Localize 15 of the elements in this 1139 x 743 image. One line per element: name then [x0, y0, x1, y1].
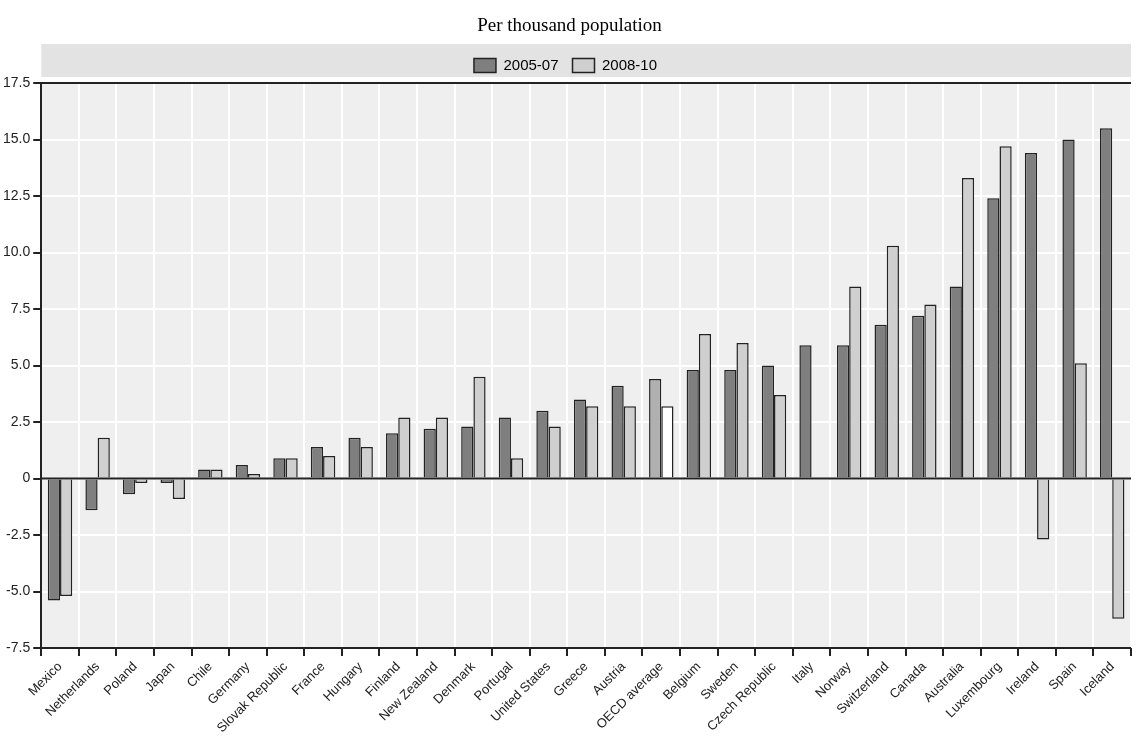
y-tick-label: 7.5	[10, 299, 31, 316]
y-tick-label: -5.0	[6, 582, 31, 599]
x-tick-label: Italy	[788, 658, 817, 687]
y-tick-label: 17.5	[3, 73, 31, 90]
legend-label: 2005-07	[503, 55, 559, 73]
y-tick-label: 0	[22, 469, 31, 486]
y-tick-label: -2.5	[6, 525, 31, 542]
chart-title: Per thousand population	[476, 14, 663, 37]
y-tick-label: 5.0	[10, 356, 31, 373]
y-tick-label: 2.5	[10, 412, 31, 429]
legend-label: 2008-10	[602, 55, 658, 73]
y-tick-label: 10.0	[3, 243, 31, 260]
y-tick-label: 12.5	[3, 186, 31, 203]
y-tick-label: -7.5	[6, 638, 31, 655]
y-tick-label: 15.0	[3, 130, 31, 147]
